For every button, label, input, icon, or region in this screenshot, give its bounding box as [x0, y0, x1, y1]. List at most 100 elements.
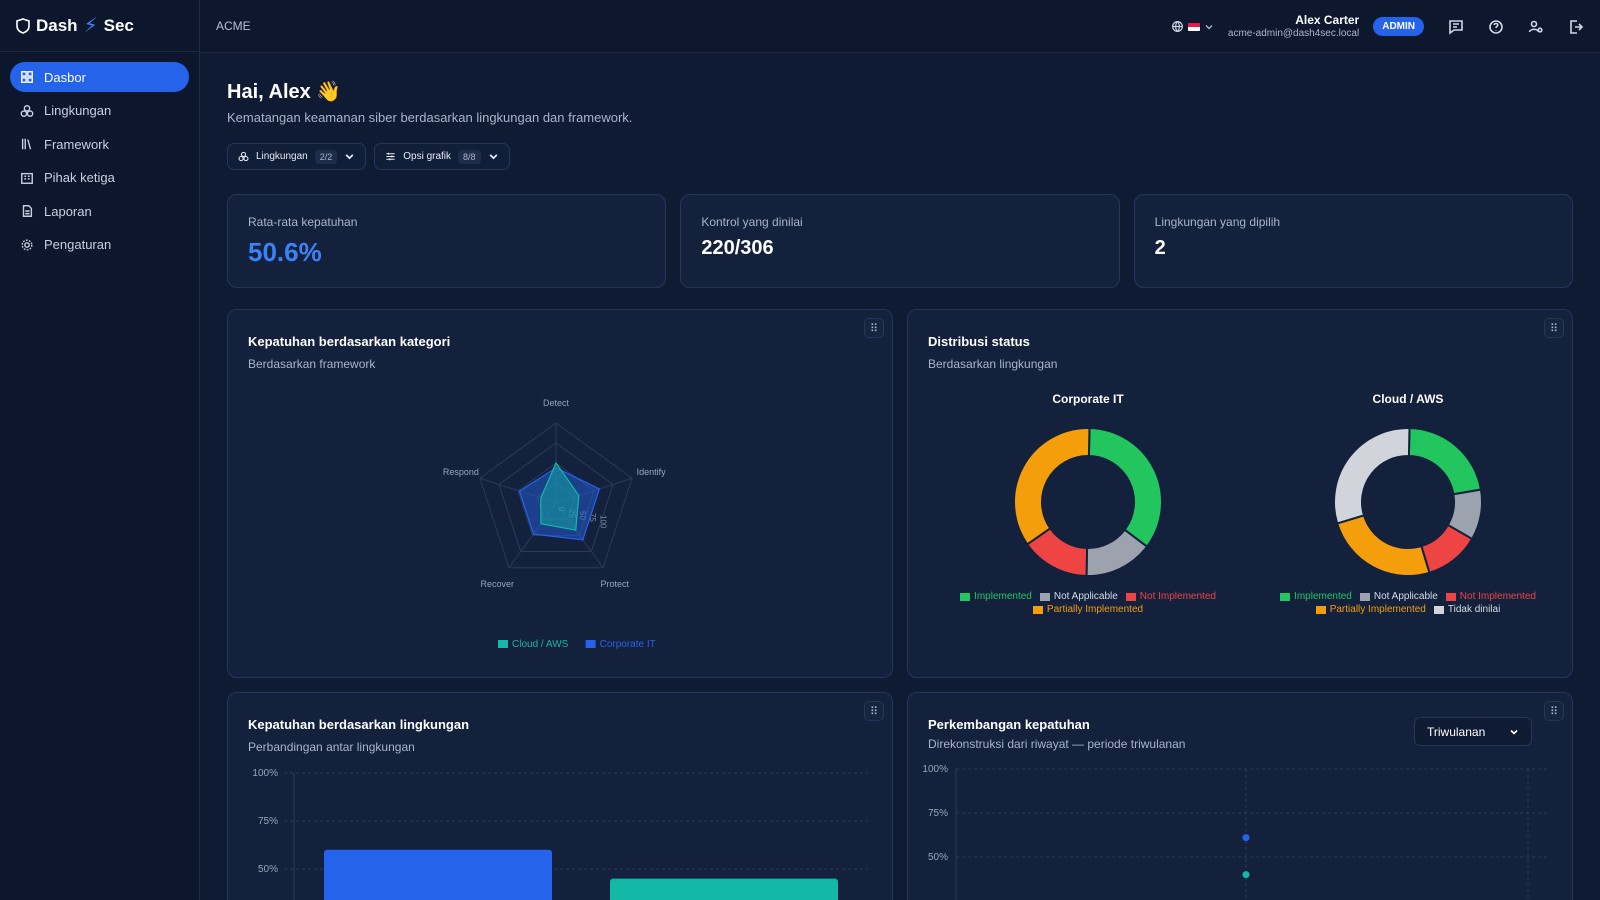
- radar-series-corporate-it: [518, 467, 601, 541]
- period-select[interactable]: Triwulanan: [1414, 717, 1532, 746]
- sidebar: Dash ⚡ Sec Dasbor Lingkungan Framework Pih…: [0, 0, 200, 900]
- donut-chart-corporate: [1013, 426, 1163, 578]
- flag-icon: [1187, 22, 1200, 31]
- stat-label: Rata-rata kepatuhan: [248, 215, 358, 229]
- stat-value: 2: [1154, 237, 1166, 259]
- chevron-down-icon: [1205, 24, 1213, 29]
- trend-chart: 100% 75% 50%: [922, 765, 1548, 900]
- status-distribution-card: ⠿ Distribusi status Berdasarkan lingkung…: [907, 309, 1573, 678]
- legend-label: Corporate IT: [600, 639, 656, 650]
- message-icon[interactable]: [1448, 19, 1464, 35]
- stat-selected-environments: Lingkungan yang dipilih 2: [1133, 194, 1573, 288]
- legend-item: Not Implemented: [1445, 591, 1536, 602]
- legend-item: Implemented: [960, 591, 1032, 602]
- logo-text-right: Sec: [103, 15, 134, 35]
- sidebar-item-label: Dasbor: [44, 69, 86, 85]
- donut-cloud: Cloud / AWS Implemented Not Applicable Not…: [1248, 392, 1568, 615]
- legend-label: Partially Implemented: [1046, 604, 1144, 615]
- legend-item: Not Applicable: [1039, 591, 1118, 602]
- sidebar-item-laporan[interactable]: Laporan: [10, 196, 189, 226]
- legend-item: Not Applicable: [1359, 591, 1438, 602]
- logo-text-left: Dash: [36, 15, 78, 35]
- help-icon[interactable]: [1488, 19, 1504, 35]
- shield-icon: [16, 17, 30, 34]
- user-name: Alex Carter: [1295, 13, 1360, 28]
- chevron-down-icon: [489, 154, 497, 160]
- environment-compliance-card: ⠿ Kepatuhan berdasarkan lingkungan Perba…: [227, 692, 893, 900]
- donut-slice-implemented: [1087, 426, 1163, 549]
- page-subtitle: Kematangan keamanan siber berdasarkan li…: [227, 110, 633, 125]
- legend-label: Implemented: [1294, 591, 1352, 602]
- filter-label: Lingkungan: [256, 151, 308, 162]
- radar-grid-ring: [536, 482, 576, 520]
- language-selector[interactable]: [1171, 20, 1214, 33]
- y-tick-label: 100%: [922, 765, 948, 775]
- grid-icon: [21, 71, 33, 83]
- donut-slice-implemented: [1407, 426, 1483, 496]
- drag-handle-icon[interactable]: ⠿: [1544, 701, 1564, 721]
- card-subtitle: Direkonstruksi dari riwayat — periode tr…: [928, 737, 1186, 751]
- sidebar-item-label: Laporan: [44, 203, 92, 219]
- legend-label: Not Applicable: [1373, 591, 1438, 602]
- stat-label: Lingkungan yang dipilih: [1154, 215, 1281, 229]
- card-subtitle: Perbandingan antar lingkungan: [248, 740, 415, 754]
- radar-tick-label: 50: [578, 511, 587, 520]
- sidebar-item-label: Lingkungan: [44, 103, 112, 118]
- bar-chart: 100% 75% 50%: [252, 769, 868, 900]
- legend-swatch: [498, 640, 508, 648]
- data-point-corporate-it: [1242, 834, 1250, 842]
- stat-label: Kontrol yang dinilai: [701, 215, 803, 229]
- donut-slice-partially-implemented: [1013, 427, 1091, 546]
- bar-cloud-aws: [610, 878, 838, 900]
- radar-grid-ring: [479, 422, 633, 569]
- greeting: Hai, Alex 👋: [227, 81, 342, 103]
- radar-tick-label: 75: [588, 513, 597, 522]
- sidebar-item-pengaturan[interactable]: Pengaturan: [10, 230, 189, 260]
- sidebar-item-pihak-ketiga[interactable]: Pihak ketiga: [10, 163, 189, 193]
- chevron-down-icon: [345, 154, 354, 160]
- drag-handle-icon[interactable]: ⠿: [864, 318, 884, 338]
- stat-controls-assessed: Kontrol yang dinilai 220/306: [680, 194, 1120, 288]
- legend-label: Tidak dinilai: [1447, 604, 1501, 615]
- donut-corporate: Corporate IT Implemented Not Applicable No…: [928, 392, 1248, 615]
- y-tick-label: 100%: [252, 769, 278, 779]
- y-tick-label: 50%: [928, 852, 948, 863]
- data-point-cloud-aws: [1242, 871, 1250, 879]
- filter-bar: Lingkungan 2/2 Opsi grafik 8/8: [227, 143, 1573, 170]
- cluster-icon: [238, 151, 249, 162]
- legend-label: Not Implemented: [1139, 591, 1216, 602]
- radar-spoke: [508, 502, 557, 569]
- radar-spoke: [555, 502, 604, 569]
- app-logo[interactable]: Dash ⚡ Sec: [0, 0, 199, 52]
- radar-series-cloud-aws: [540, 461, 580, 531]
- drag-handle-icon[interactable]: ⠿: [1544, 318, 1564, 338]
- legend-swatch: [1032, 605, 1043, 614]
- legend-label: Cloud / AWS: [512, 639, 569, 650]
- radar-tick-label: 0: [557, 507, 566, 512]
- legend-swatch: [1039, 592, 1050, 601]
- legend: Implemented Not Applicable Not Implemented…: [1248, 591, 1568, 615]
- logout-icon[interactable]: [1568, 19, 1584, 35]
- radar-tick-label: 100: [599, 515, 608, 529]
- role-badge: ADMIN: [1373, 17, 1424, 36]
- card-title: Kepatuhan berdasarkan kategori: [248, 334, 451, 349]
- drag-handle-icon[interactable]: ⠿: [864, 701, 884, 721]
- legend-label: Implemented: [974, 591, 1032, 602]
- donut-slice-partially-implemented: [1335, 514, 1431, 577]
- legend-label: Not Applicable: [1053, 591, 1118, 602]
- sidebar-item-lingkungan[interactable]: Lingkungan: [10, 96, 189, 126]
- radar-spoke: [555, 477, 633, 504]
- y-tick-label: 75%: [258, 816, 278, 827]
- sidebar-item-dasbor[interactable]: Dasbor: [10, 62, 189, 92]
- chevron-down-icon: [1510, 729, 1518, 735]
- chart-options-button[interactable]: Opsi grafik 8/8: [374, 143, 510, 170]
- environment-filter-button[interactable]: Lingkungan 2/2: [227, 143, 367, 170]
- legend-swatch: [1315, 605, 1326, 614]
- radar-axis-label: Identify: [637, 467, 667, 477]
- donut-chart-cloud: [1333, 426, 1483, 577]
- org-name: ACME: [216, 19, 251, 33]
- radar-chart: Detect Identify Protect Recover Respond 0 25 50…: [443, 398, 667, 650]
- sidebar-item-framework[interactable]: Framework: [10, 129, 189, 159]
- user-settings-icon[interactable]: [1528, 19, 1544, 35]
- stat-value: 220/306: [701, 237, 774, 259]
